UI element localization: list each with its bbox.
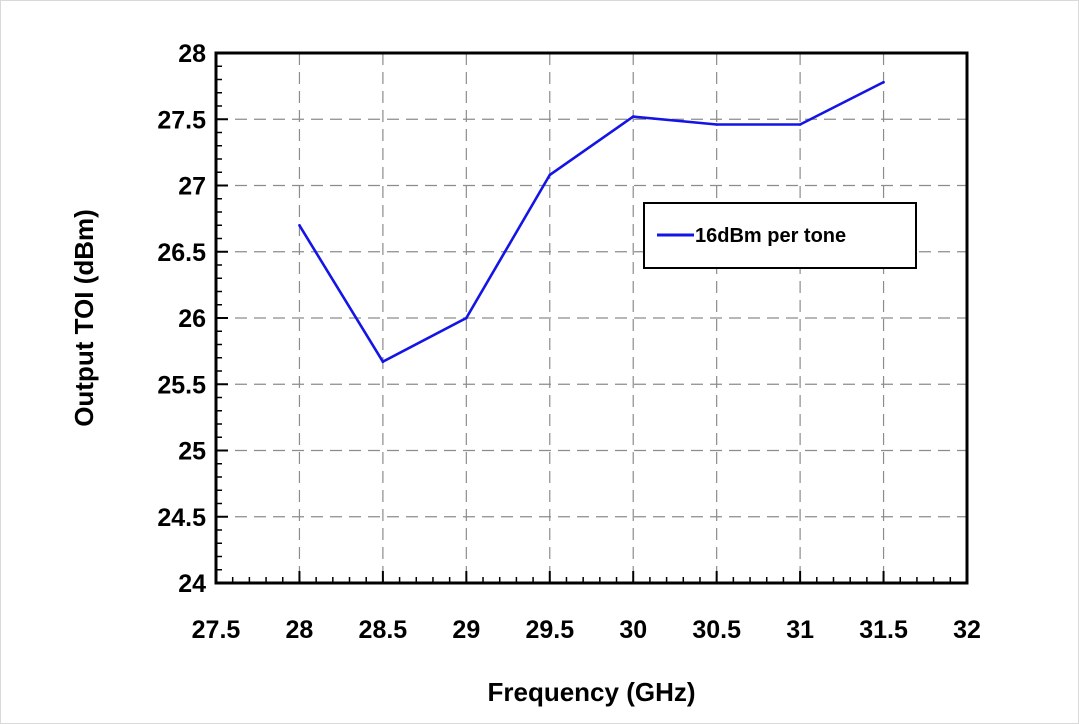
data-point (381, 360, 385, 364)
x-tick-label: 31.5 (859, 616, 908, 644)
plot-area (214, 51, 969, 585)
data-point (798, 123, 802, 126)
x-tick-label: 30 (619, 616, 647, 644)
y-axis-title: Output TOI (dBm) (69, 209, 99, 427)
series-layer (298, 80, 885, 364)
data-point (631, 115, 635, 118)
y-tick-label: 25 (178, 438, 206, 466)
y-tick-label: 24 (178, 570, 206, 598)
y-tick-label: 28 (178, 40, 206, 68)
x-tick-label: 32 (953, 616, 981, 644)
data-point (298, 223, 301, 227)
legend-label: 16dBm per tone (695, 225, 846, 247)
data-point (465, 316, 468, 320)
y-tick-labels: 24 24.5 25 25.5 26 26.5 27 27.5 28 (157, 40, 206, 598)
y-tick-label: 24.5 (157, 504, 206, 532)
y-tick-label: 27.5 (157, 106, 206, 134)
y-tick-label: 26.5 (157, 239, 206, 267)
series-line (298, 80, 885, 364)
grid-lines (216, 53, 967, 583)
y-tick-label: 26 (178, 305, 206, 333)
legend: 16dBm per tone (643, 202, 917, 269)
x-tick-label: 30.5 (692, 616, 741, 644)
data-point (715, 123, 718, 126)
x-axis-title: Frequency (GHz) (487, 677, 695, 707)
y-tick-label: 25.5 (157, 371, 206, 399)
x-tick-label: 31 (786, 616, 814, 644)
x-tick-labels: 27.5 28 28.5 29 29.5 30 30.5 31 31.5 32 (192, 616, 981, 644)
x-tick-label: 29.5 (525, 616, 574, 644)
x-tick-label: 28 (286, 616, 314, 644)
x-tick-label: 29 (452, 616, 480, 644)
y-tick-label: 27 (178, 173, 206, 201)
x-tick-label: 27.5 (192, 616, 241, 644)
data-point (882, 80, 885, 84)
x-tick-label: 28.5 (359, 616, 408, 644)
data-point (548, 173, 552, 177)
